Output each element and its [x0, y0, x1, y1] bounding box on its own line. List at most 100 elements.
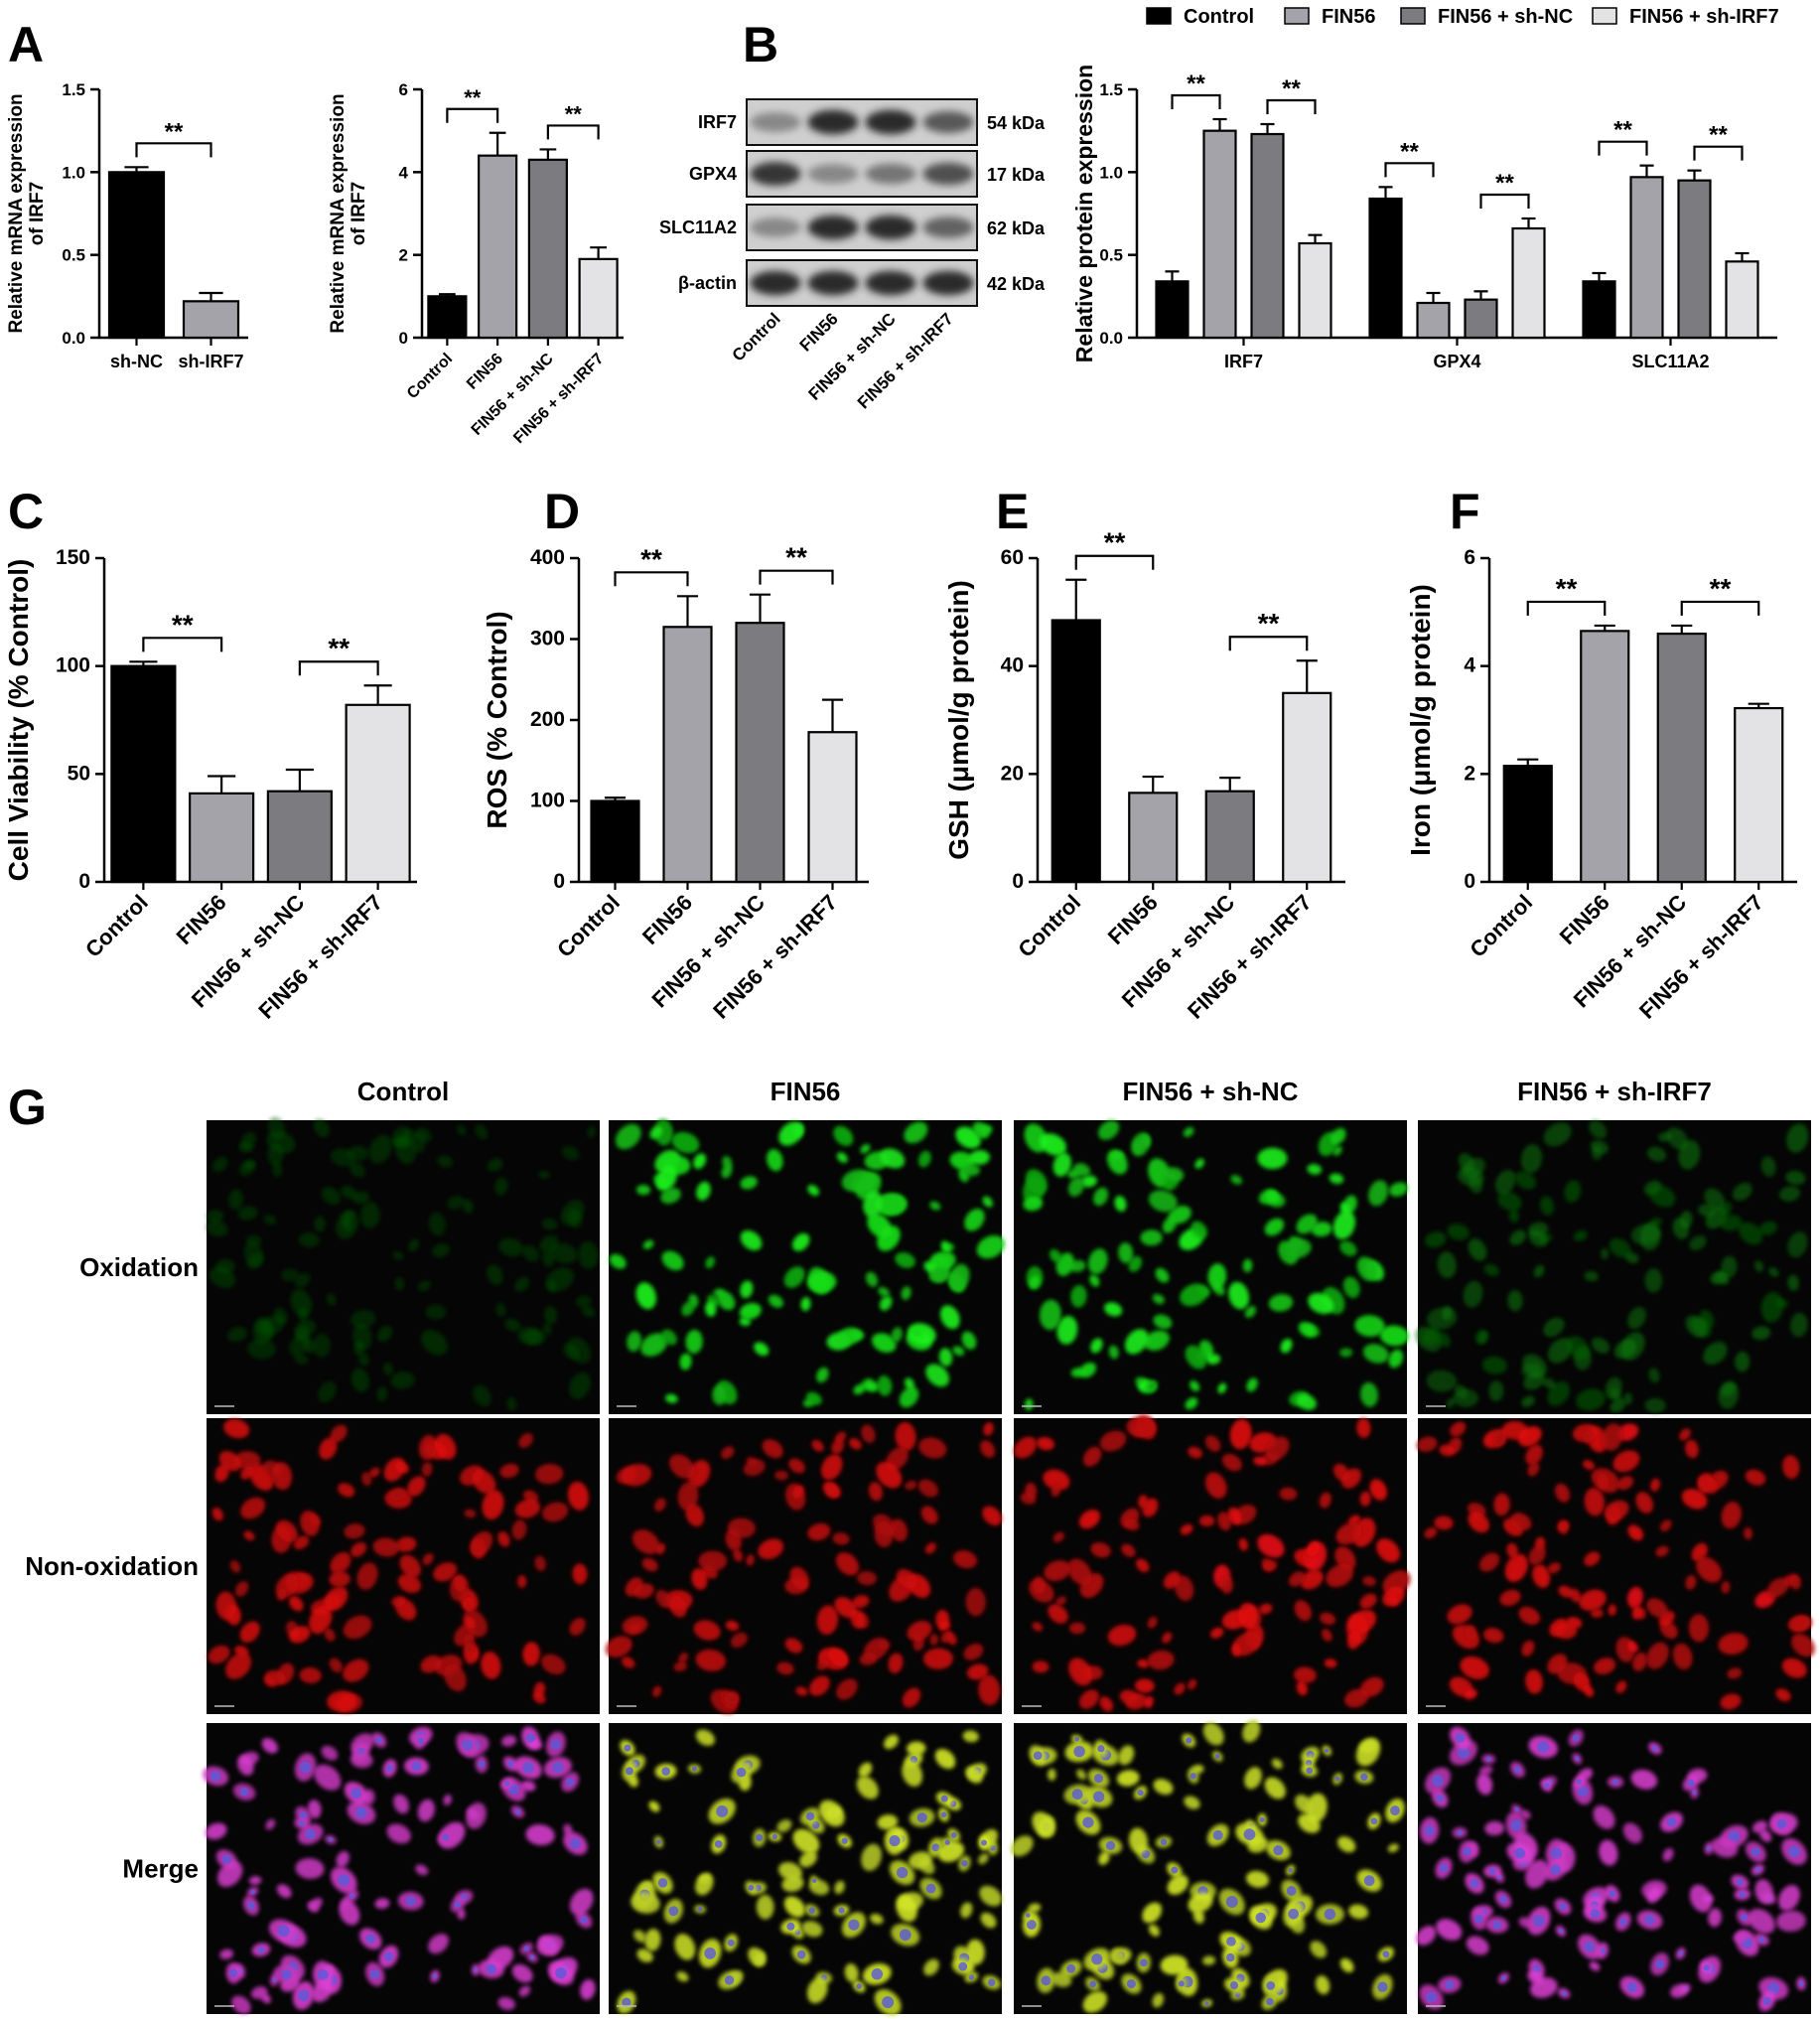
micro-cell: [1032, 1811, 1055, 1838]
micro-cell: [1787, 1231, 1808, 1258]
chart-a2-sig-bracket: [446, 107, 499, 123]
micro-cell: [1720, 1215, 1743, 1231]
micro-cell: [350, 1541, 367, 1557]
micro-nucleus: [1584, 1941, 1596, 1952]
micro-cell: [1093, 1187, 1109, 1207]
micro-cell: [1650, 1478, 1660, 1492]
micro-cell: [1518, 1606, 1541, 1626]
micro-nucleus: [1485, 1756, 1491, 1762]
micro-cell: [1192, 1909, 1204, 1924]
micro-cell: [1148, 1190, 1178, 1213]
micro-cell: [343, 1658, 369, 1682]
micro-cell: [891, 1327, 903, 1343]
micro-nucleus: [748, 1884, 755, 1891]
micro-cell: [1011, 1835, 1034, 1857]
micro-cell: [874, 1520, 894, 1548]
micro-nucleus: [350, 1788, 362, 1800]
micro-cell: [1424, 1526, 1438, 1539]
blot-band: [807, 270, 859, 296]
chart-d-x-tick-label: FIN56 + sh-IRF7: [708, 890, 842, 1024]
legend-swatch-fin56-shnc: [1400, 7, 1426, 25]
micro-cell: [1052, 1152, 1071, 1177]
micro-cell: [1183, 1126, 1194, 1137]
micro-cell: [1426, 1370, 1458, 1392]
micro-cell: [1068, 1622, 1086, 1635]
micro-cell: [1229, 1418, 1252, 1450]
micro-nucleus: [1390, 1805, 1400, 1816]
micro-cell: [1245, 1870, 1270, 1888]
micro-cell: [1721, 1255, 1738, 1278]
micro-nucleus: [1255, 1912, 1267, 1924]
micro-cell: [250, 1986, 268, 1999]
blot-band: [922, 216, 974, 238]
micro-cell: [1089, 1274, 1100, 1287]
chart-b-y-tick-label: 0.0: [1099, 329, 1123, 348]
micro-nucleus: [411, 1761, 422, 1772]
micro-nucleus: [1190, 1773, 1196, 1780]
micro-cell: [1510, 1513, 1532, 1530]
micro-cell: [695, 1729, 715, 1746]
micro-nucleus: [1214, 1754, 1220, 1759]
micro-column-header: FIN56 + sh-IRF7: [1517, 1077, 1712, 1106]
micro-nucleus: [1073, 1745, 1085, 1758]
micro-cell: [521, 1780, 536, 1792]
micro-cell: [1315, 1975, 1330, 1995]
micro-cell: [982, 1196, 993, 1208]
micro-cell: [1521, 1395, 1535, 1407]
micro-nucleus: [1788, 1845, 1801, 1858]
micro-column-header: FIN56 + sh-NC: [1123, 1077, 1299, 1106]
micro-cell: [834, 1880, 845, 1895]
micro-cell: [420, 1655, 442, 1673]
micro-cell: [1672, 1643, 1693, 1670]
micro-cell: [768, 1294, 783, 1308]
micro-cell: [642, 1239, 654, 1249]
micro-cell: [1648, 1185, 1676, 1208]
micro-nucleus: [1324, 1908, 1336, 1921]
micro-cell: [712, 1385, 727, 1405]
micro-nucleus: [442, 1833, 450, 1841]
micro-cell: [972, 1121, 990, 1139]
micro-cell: [453, 1575, 466, 1592]
chart-e-bar: [1204, 790, 1255, 884]
micro-cell: [1230, 1175, 1243, 1185]
micro-cell: [1518, 1917, 1533, 1929]
micro-cell: [1188, 1446, 1203, 1459]
micro-cell: [685, 1329, 703, 1355]
micro-cell: [777, 1862, 802, 1881]
micro-cell: [1718, 1380, 1739, 1409]
micro-cell: [816, 1605, 839, 1636]
micro-cell: [818, 1800, 845, 1827]
micro-nucleus: [328, 1836, 334, 1842]
chart-f-bar: [1502, 765, 1553, 884]
micro-cell: [904, 1121, 928, 1144]
micro-cell: [1760, 1156, 1776, 1177]
micro-cell: [861, 1843, 882, 1871]
micro-cell: [1142, 1902, 1163, 1924]
chart-b-bar: [1250, 132, 1285, 340]
micro-nucleus: [1492, 1920, 1502, 1930]
micro-column-header: Control: [357, 1077, 449, 1106]
legend-label-fin56: FIN56: [1322, 6, 1375, 28]
micro-cell: [517, 1575, 527, 1589]
micro-cell: [1324, 1658, 1337, 1668]
micro-cell: [917, 1150, 931, 1168]
micro-cell: [514, 1499, 541, 1518]
micro-cell: [1622, 1822, 1642, 1844]
micro-cell: [580, 1979, 596, 2000]
chart-f-y-tick-label: 6: [1464, 546, 1475, 569]
chart-f-sig-label: **: [1556, 573, 1578, 604]
micro-nucleus: [1455, 1733, 1466, 1743]
micro-nucleus: [1488, 1867, 1496, 1875]
micro-cell: [542, 1323, 552, 1336]
micro-cell: [300, 1511, 320, 1536]
micro-cell: [739, 1317, 752, 1327]
micro-cell: [324, 1628, 336, 1642]
micro-cell: [801, 1921, 823, 1938]
micro-cell: [1174, 1575, 1194, 1602]
micro-cell: [652, 1685, 662, 1697]
micro-cell: [1339, 1348, 1353, 1358]
micro-cell: [1454, 1384, 1469, 1399]
micro-cell: [456, 1124, 467, 1136]
micro-nucleus: [1473, 1914, 1483, 1924]
micro-cell: [314, 1216, 326, 1232]
